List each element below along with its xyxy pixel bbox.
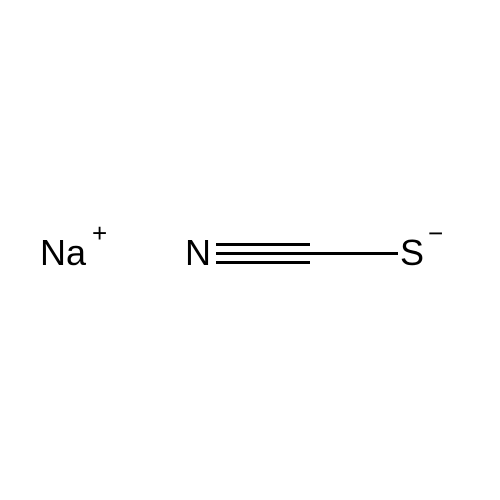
- triple-bond-line-1: [216, 243, 310, 246]
- atom-sodium: Na: [40, 235, 86, 271]
- atom-sodium-symbol: Na: [40, 232, 86, 273]
- atom-nitrogen: N: [185, 235, 211, 271]
- sulfur-charge: −: [428, 218, 443, 249]
- atom-sulfur-symbol: S: [400, 232, 424, 273]
- sodium-charge: +: [92, 218, 107, 249]
- atom-nitrogen-symbol: N: [185, 232, 211, 273]
- triple-bond-line-3: [216, 261, 310, 264]
- triple-bond-line-2: [216, 252, 310, 255]
- single-bond-line: [310, 252, 398, 255]
- atom-sulfur: S: [400, 235, 424, 271]
